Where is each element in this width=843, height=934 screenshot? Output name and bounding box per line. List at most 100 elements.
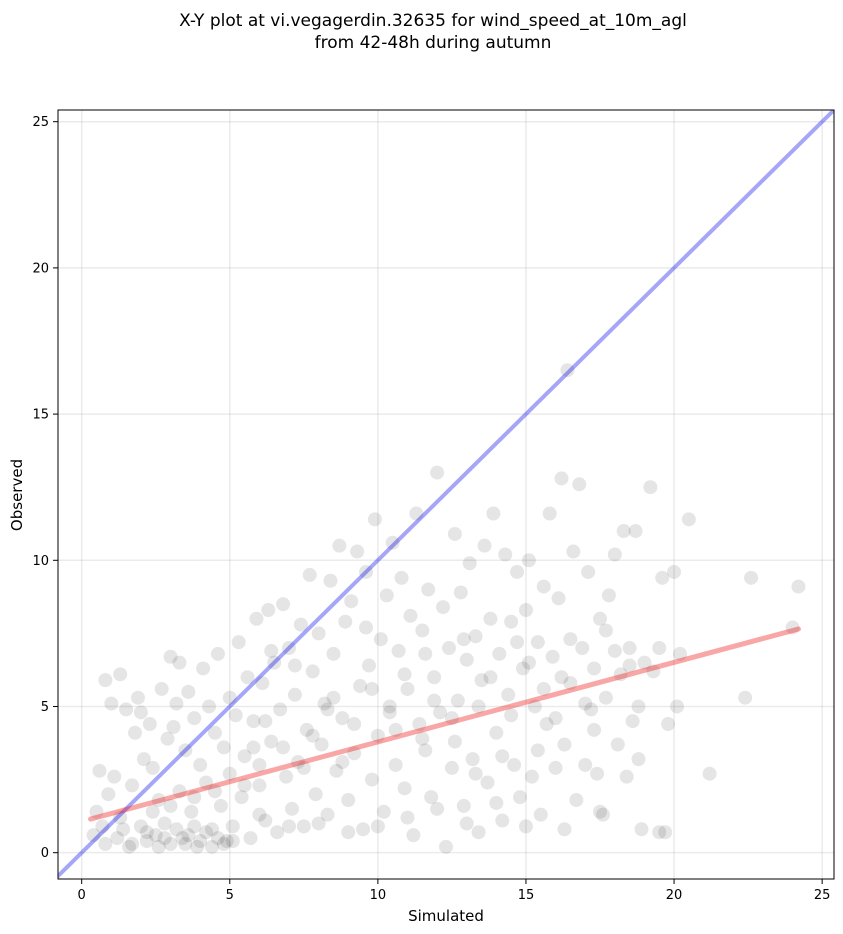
scatter-point	[554, 670, 569, 685]
scatter-point	[287, 687, 302, 702]
scatter-point	[172, 655, 187, 670]
y-tick-label: 25	[32, 115, 49, 130]
scatter-point	[382, 699, 397, 714]
x-tick-label: 15	[518, 888, 535, 903]
scatter-point	[409, 506, 424, 521]
scatter-point	[172, 784, 187, 799]
scatter-point	[110, 831, 125, 846]
scatter-point	[661, 717, 676, 732]
scatter-point	[524, 769, 539, 784]
scatter-point	[468, 629, 483, 644]
scatter-point	[462, 556, 477, 571]
scatter-point	[554, 471, 569, 486]
scatter-point	[323, 573, 338, 588]
x-tick-label: 0	[78, 888, 86, 903]
scatter-point	[347, 746, 362, 761]
x-tick-label: 25	[814, 888, 831, 903]
scatter-point	[210, 646, 225, 661]
scatter-point	[507, 757, 522, 772]
scatter-point	[199, 775, 214, 790]
scatter-point	[504, 614, 519, 629]
scatter-point	[125, 836, 140, 851]
scatter-point	[267, 655, 282, 670]
scatter-point	[447, 734, 462, 749]
scatter-point	[125, 778, 140, 793]
scatter-point	[510, 564, 525, 579]
scatter-point	[566, 544, 581, 559]
scatter-point	[548, 760, 563, 775]
scatter-point	[205, 822, 220, 837]
scatter-point	[207, 784, 222, 799]
scatter-point	[433, 705, 448, 720]
scatter-point	[364, 772, 379, 787]
scatter-point	[595, 807, 610, 822]
scatter-point	[702, 766, 717, 781]
scatter-point	[367, 512, 382, 527]
scatter-point	[530, 635, 545, 650]
scatter-point	[652, 825, 667, 840]
scatter-point	[169, 696, 184, 711]
scatter-point	[302, 567, 317, 582]
scatter-point	[631, 752, 646, 767]
scatter-point	[169, 822, 184, 837]
scatter-point	[282, 819, 297, 834]
scatter-point	[305, 728, 320, 743]
scatter-point	[98, 673, 113, 688]
scatter-point	[293, 617, 308, 632]
scatter-point	[557, 737, 572, 752]
scatter-point	[205, 839, 220, 854]
scatter-point	[563, 676, 578, 691]
scatter-point	[264, 643, 279, 658]
scatter-point	[178, 743, 193, 758]
scatter-point	[258, 813, 273, 828]
scatter-point	[530, 743, 545, 758]
scatter-point	[148, 828, 163, 843]
scatter-point	[634, 822, 649, 837]
scatter-point	[139, 833, 154, 848]
scatter-point	[252, 757, 267, 772]
scatter-point	[557, 822, 572, 837]
scatter-point	[207, 725, 222, 740]
scatter-point	[655, 570, 670, 585]
scatter-point	[489, 725, 504, 740]
scatter-point	[444, 760, 459, 775]
scatter-point	[376, 804, 391, 819]
scatter-point	[418, 646, 433, 661]
scatter-point	[388, 722, 403, 737]
scatter-point	[382, 705, 397, 720]
scatter-point	[441, 641, 456, 656]
scatter-point	[415, 731, 430, 746]
scatter-point	[193, 833, 208, 848]
y-tick-label: 10	[32, 554, 49, 569]
scatter-point	[587, 722, 602, 737]
scatter-point	[145, 760, 160, 775]
scatter-point	[237, 749, 252, 764]
scatter-point	[373, 632, 388, 647]
scatter-point	[486, 506, 501, 521]
scatter-point	[139, 825, 154, 840]
scatter-point	[598, 690, 613, 705]
scatter-point	[652, 641, 667, 656]
identity-line	[58, 110, 834, 879]
regression-line	[88, 626, 801, 822]
scatter-point	[353, 679, 368, 694]
scatter-point	[622, 641, 637, 656]
scatter-point	[575, 641, 590, 656]
scatter-point	[560, 363, 575, 378]
scatter-point	[335, 755, 350, 770]
scatter-point	[744, 570, 759, 585]
scatter-point	[536, 579, 551, 594]
scatter-point	[175, 831, 190, 846]
x-axis-label: Simulated	[408, 907, 484, 925]
reference-lines	[58, 110, 834, 879]
scatter-point	[465, 752, 480, 767]
scatter-point	[154, 681, 169, 696]
scatter-point	[86, 828, 101, 843]
scatter-point	[370, 728, 385, 743]
scatter-point	[394, 570, 409, 585]
scatter-point	[672, 646, 687, 661]
scatter-point	[314, 737, 329, 752]
scatter-point	[421, 582, 436, 597]
scatter-point	[412, 717, 427, 732]
